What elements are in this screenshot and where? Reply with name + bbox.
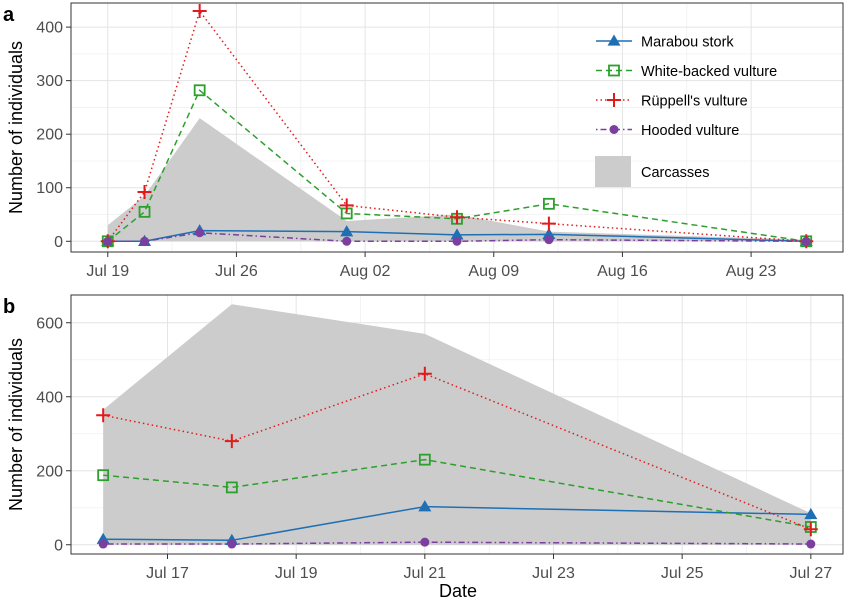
x-tick-label: Jul 27: [789, 565, 832, 582]
data-point-hooded: [342, 236, 352, 246]
data-point-white_backed: [97, 469, 110, 482]
legend-label-white_backed: White-backed vulture: [641, 64, 777, 80]
x-tick-label: Jul 17: [146, 565, 189, 582]
data-point-hooded: [195, 228, 205, 238]
x-tick-label: Jul 19: [275, 565, 318, 582]
y-tick-label: 200: [36, 127, 63, 144]
data-point-ruppell: [96, 408, 111, 423]
carcass-area: [107, 118, 807, 242]
x-tick-label: Aug 09: [468, 263, 519, 280]
y-tick-label: 600: [36, 315, 63, 332]
carcass-area: [103, 304, 811, 545]
data-point-ruppell: [192, 4, 207, 19]
data-point-ruppell: [339, 198, 354, 213]
y-tick-label: 400: [36, 389, 63, 406]
data-point-ruppell: [224, 434, 239, 449]
data-point-marabou: [418, 500, 432, 512]
y-tick-label: 100: [36, 180, 63, 197]
data-point-hooded: [806, 539, 816, 549]
y-tick-label: 400: [36, 20, 63, 37]
data-point-hooded: [140, 236, 150, 246]
y-tick-label: 200: [36, 463, 63, 480]
data-point-marabou: [542, 227, 556, 240]
y-tick-label: 0: [54, 537, 63, 554]
data-point-hooded: [420, 537, 430, 547]
data-point-marabou: [450, 228, 464, 240]
legend-marker-hooded: [609, 125, 619, 134]
legend-label-hooded: Hooded vulture: [641, 123, 739, 139]
legend-label-carcasses: Carcasses: [641, 165, 710, 181]
y-tick-label: 300: [36, 73, 63, 90]
legend-swatch-carcasses: [595, 156, 631, 187]
panel-border: [70, 2, 844, 253]
data-point-hooded: [801, 236, 811, 246]
series-line-white_backed: [103, 458, 811, 528]
y-tick-label: 0: [54, 234, 63, 251]
data-point-hooded: [452, 236, 462, 246]
data-point-hooded: [227, 539, 237, 549]
data-point-ruppell: [137, 185, 152, 200]
legend-marker-marabou: [607, 34, 621, 46]
legend: Marabou stork White-backed vulture Rüppell…: [595, 34, 777, 187]
data-point-white_backed: [418, 453, 431, 466]
x-tick-label: Aug 16: [597, 263, 648, 280]
panel-label-b: b: [3, 296, 15, 318]
legend-label-marabou: Marabou stork: [641, 35, 734, 51]
data-point-white_backed: [543, 197, 555, 210]
data-point-ruppell: [417, 366, 432, 381]
data-point-marabou: [340, 225, 354, 237]
x-tick-label: Jul 23: [532, 565, 575, 582]
data-point-ruppell: [803, 522, 818, 537]
panel-border: [70, 294, 844, 555]
panel-label-a: a: [3, 4, 15, 26]
data-point-white_backed: [193, 84, 206, 97]
legend-marker-white_backed: [608, 64, 620, 77]
x-axis-title: Date: [439, 581, 477, 601]
y-axis-title: Number of individuals: [6, 41, 26, 214]
data-point-marabou: [804, 507, 818, 520]
data-point-hooded: [103, 236, 113, 246]
data-point-ruppell: [450, 210, 464, 225]
data-point-white_backed: [225, 481, 238, 494]
panel-a: Jul 19 Jul 26 Aug 02 Aug 09 Aug 16 Aug 23 0 100…: [6, 2, 844, 280]
y-axis-title: Number of individuals: [6, 338, 26, 511]
legend-marker-ruppell: [607, 93, 621, 107]
data-point-hooded: [544, 235, 554, 245]
series-line-marabou: [103, 505, 811, 542]
x-tick-label: Aug 02: [340, 263, 391, 280]
x-tick-label: Jul 21: [403, 565, 446, 582]
legend-label-ruppell: Rüppell's vulture: [641, 94, 748, 110]
x-tick-label: Jul 25: [661, 565, 704, 582]
x-tick-label: Aug 23: [726, 263, 777, 280]
x-tick-label: Jul 19: [86, 263, 129, 280]
x-tick-label: Jul 26: [215, 263, 258, 280]
data-point-white_backed: [138, 205, 151, 218]
panel-b: Jul 17 Jul 19 Jul 21 Jul 23 Jul 25 Jul 27 0 200…: [6, 294, 844, 582]
series-line-white_backed: [107, 89, 807, 243]
data-point-hooded: [98, 539, 108, 549]
data-point-ruppell: [541, 216, 556, 231]
series-line-hooded: [103, 541, 811, 545]
